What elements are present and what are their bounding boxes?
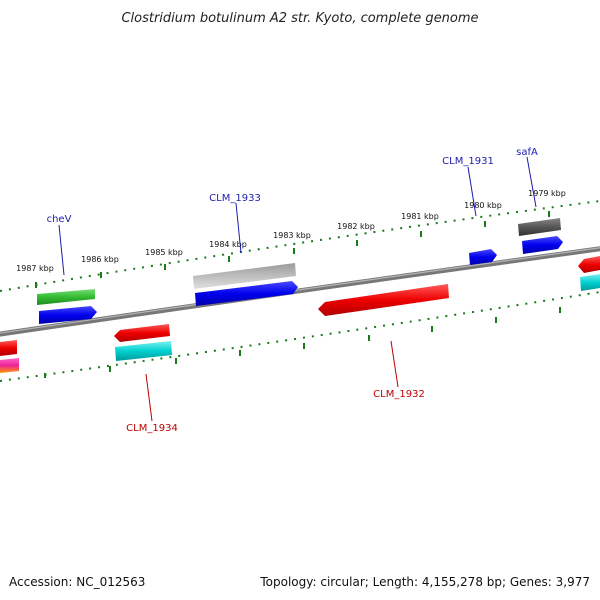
tick-label: 1979 kbp [528,189,566,198]
tick-label: 1987 kbp [16,264,54,273]
reverse-leader-lines [145,340,399,422]
tick-label: 1986 kbp [81,255,119,264]
forward-leader-lines [58,156,537,276]
cds-clm1933[interactable] [195,281,298,306]
gene-label-chev[interactable]: cheV [47,214,72,225]
feature-darkgrey-safa[interactable] [518,218,561,236]
tick-label: 1981 kbp [401,212,439,221]
map-title: Clostridium botulinum A2 str. Kyoto, com… [121,11,478,26]
tick-label: 1985 kbp [145,248,183,257]
cds-clm1934[interactable] [114,324,170,342]
feature-grey-clm1933[interactable] [193,263,296,289]
cds-left-edge-red[interactable] [0,340,17,356]
cds-clm1932[interactable] [318,284,449,316]
tick-label: 1980 kbp [464,201,502,210]
cds-chev[interactable] [39,306,97,324]
feature-right-edge-cyan[interactable] [580,274,600,291]
gene-label-clm1932[interactable]: CLM_1932 [373,389,425,400]
genome-summary-text: Topology: circular; Length: 4,155,278 bp… [259,575,590,589]
cds-safa[interactable] [522,236,563,254]
inner-scale-line [0,291,600,382]
genome-backbone-highlight [0,247,600,334]
feature-cyan-clm1934[interactable] [115,341,172,361]
feature-left-edge-multi[interactable] [0,358,19,373]
inner-major-ticks [44,307,561,378]
tick-label: 1984 kbp [209,240,247,249]
tick-label: 1982 kbp [337,222,375,231]
cds-right-edge-red[interactable] [578,256,600,273]
accession-text: Accession: NC_012563 [9,575,145,589]
gene-label-clm1934[interactable]: CLM_1934 [126,423,178,434]
outer-major-ticks [35,211,550,288]
cds-clm1931[interactable] [469,249,497,265]
tick-label: 1983 kbp [273,231,311,240]
gene-label-clm1933[interactable]: CLM_1933 [209,193,261,204]
genome-backbone [0,246,600,337]
feature-green[interactable] [37,289,95,305]
outer-scale-line [0,200,600,292]
gene-label-safa[interactable]: safA [516,147,538,158]
gene-label-clm1931[interactable]: CLM_1931 [442,156,494,167]
